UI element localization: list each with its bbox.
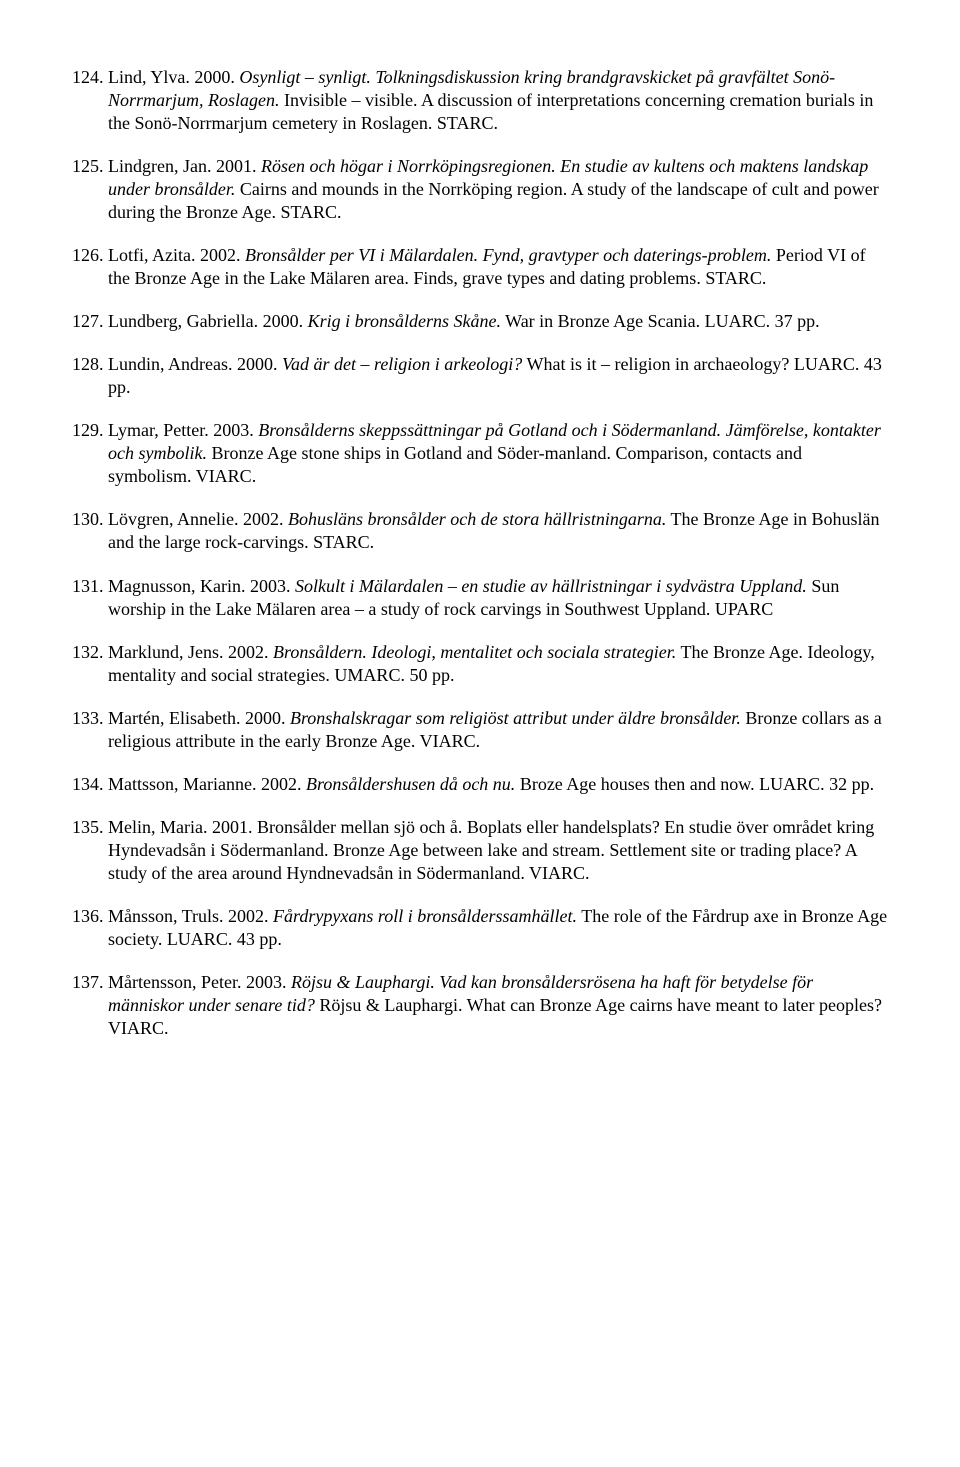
entry-text: Lymar, Petter. 2003. bbox=[104, 420, 259, 440]
entry-text: Lundberg, Gabriella. 2000. bbox=[104, 311, 308, 331]
entry-number: 130. bbox=[72, 509, 104, 529]
entry-text: Lind, Ylva. 2000. bbox=[104, 67, 240, 87]
entry-text: Bronsåldershusen då och nu. bbox=[306, 774, 515, 794]
entry-text: Bronsåldern. Ideologi, mentalitet och so… bbox=[273, 642, 676, 662]
entry-text: Lundin, Andreas. 2000. bbox=[104, 354, 282, 374]
entry-number: 131. bbox=[72, 576, 104, 596]
entry-number: 136. bbox=[72, 906, 104, 926]
bibliography-entry: 124. Lind, Ylva. 2000. Osynligt – synlig… bbox=[72, 66, 888, 135]
entry-text: Lindgren, Jan. 2001. bbox=[104, 156, 261, 176]
entry-number: 133. bbox=[72, 708, 104, 728]
entry-number: 124. bbox=[72, 67, 104, 87]
bibliography-entry: 127. Lundberg, Gabriella. 2000. Krig i b… bbox=[72, 310, 888, 333]
entry-text: Mårtensson, Peter. 2003. bbox=[104, 972, 291, 992]
entry-number: 137. bbox=[72, 972, 104, 992]
entry-number: 134. bbox=[72, 774, 104, 794]
entry-text: Melin, Maria. 2001. Bronsålder mellan sj… bbox=[104, 817, 875, 883]
entry-number: 126. bbox=[72, 245, 104, 265]
entry-number: 127. bbox=[72, 311, 104, 331]
bibliography-entry: 131. Magnusson, Karin. 2003. Solkult i M… bbox=[72, 575, 888, 621]
entry-number: 125. bbox=[72, 156, 104, 176]
entry-text: War in Bronze Age Scania. LUARC. 37 pp. bbox=[501, 311, 820, 331]
bibliography-entry: 136. Månsson, Truls. 2002. Fårdrypyxans … bbox=[72, 905, 888, 951]
bibliography-entry: 126. Lotfi, Azita. 2002. Bronsålder per … bbox=[72, 244, 888, 290]
entry-text: Marklund, Jens. 2002. bbox=[104, 642, 274, 662]
bibliography-entry: 133. Martén, Elisabeth. 2000. Bronshalsk… bbox=[72, 707, 888, 753]
entry-number: 128. bbox=[72, 354, 104, 374]
entry-text: Lövgren, Annelie. 2002. bbox=[104, 509, 288, 529]
entry-text: Mattsson, Marianne. 2002. bbox=[104, 774, 306, 794]
entry-text: Magnusson, Karin. 2003. bbox=[104, 576, 296, 596]
entry-text: Månsson, Truls. 2002. bbox=[104, 906, 274, 926]
bibliography-entry: 135. Melin, Maria. 2001. Bronsålder mell… bbox=[72, 816, 888, 885]
bibliography-entry: 130. Lövgren, Annelie. 2002. Bohusläns b… bbox=[72, 508, 888, 554]
entry-number: 129. bbox=[72, 420, 104, 440]
entry-text: Bronshalskragar som religiöst attribut u… bbox=[290, 708, 741, 728]
entry-text: Bronze Age stone ships in Gotland and Sö… bbox=[108, 443, 802, 486]
entry-text: Bronsålder per VI i Mälardalen. Fynd, gr… bbox=[245, 245, 771, 265]
entry-text: Fårdrypyxans roll i bronsålderssamhället… bbox=[273, 906, 577, 926]
entry-number: 135. bbox=[72, 817, 104, 837]
entry-text: Broze Age houses then and now. LUARC. 32… bbox=[515, 774, 874, 794]
entry-text: Krig i bronsålderns Skåne. bbox=[308, 311, 501, 331]
entry-text: Solkult i Mälardalen – en studie av häll… bbox=[295, 576, 807, 596]
entry-number: 132. bbox=[72, 642, 104, 662]
bibliography-entry: 134. Mattsson, Marianne. 2002. Bronsålde… bbox=[72, 773, 888, 796]
entry-text: Vad är det – religion i arkeologi? bbox=[282, 354, 522, 374]
bibliography-list: 124. Lind, Ylva. 2000. Osynligt – synlig… bbox=[72, 66, 888, 1040]
bibliography-entry: 125. Lindgren, Jan. 2001. Rösen och höga… bbox=[72, 155, 888, 224]
bibliography-entry: 129. Lymar, Petter. 2003. Bronsålderns s… bbox=[72, 419, 888, 488]
bibliography-entry: 132. Marklund, Jens. 2002. Bronsåldern. … bbox=[72, 641, 888, 687]
bibliography-entry: 137. Mårtensson, Peter. 2003. Röjsu & La… bbox=[72, 971, 888, 1040]
entry-text: Martén, Elisabeth. 2000. bbox=[104, 708, 290, 728]
entry-text: Bohusläns bronsålder och de stora hällri… bbox=[288, 509, 666, 529]
entry-text: Lotfi, Azita. 2002. bbox=[104, 245, 245, 265]
bibliography-entry: 128. Lundin, Andreas. 2000. Vad är det –… bbox=[72, 353, 888, 399]
